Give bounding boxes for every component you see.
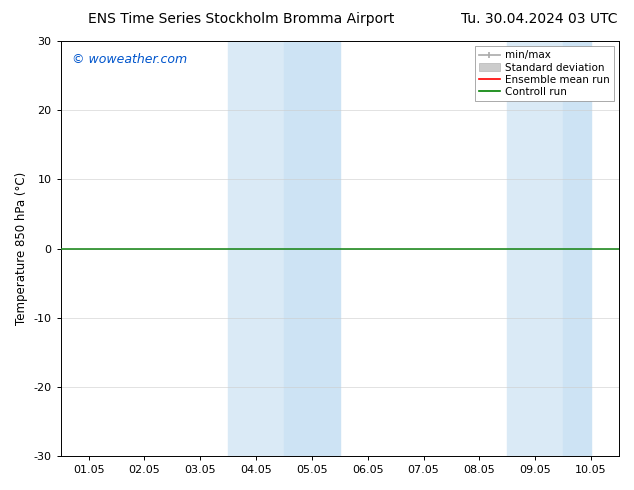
Text: © woweather.com: © woweather.com (72, 53, 187, 67)
Legend: min/max, Standard deviation, Ensemble mean run, Controll run: min/max, Standard deviation, Ensemble me… (475, 46, 614, 101)
Bar (563, 41, 591, 456)
Bar (507, 41, 563, 456)
Bar (284, 41, 340, 456)
Text: ENS Time Series Stockholm Bromma Airport: ENS Time Series Stockholm Bromma Airport (87, 12, 394, 26)
Y-axis label: Temperature 850 hPa (°C): Temperature 850 hPa (°C) (15, 172, 28, 325)
Text: Tu. 30.04.2024 03 UTC: Tu. 30.04.2024 03 UTC (461, 12, 617, 26)
Bar (228, 41, 284, 456)
